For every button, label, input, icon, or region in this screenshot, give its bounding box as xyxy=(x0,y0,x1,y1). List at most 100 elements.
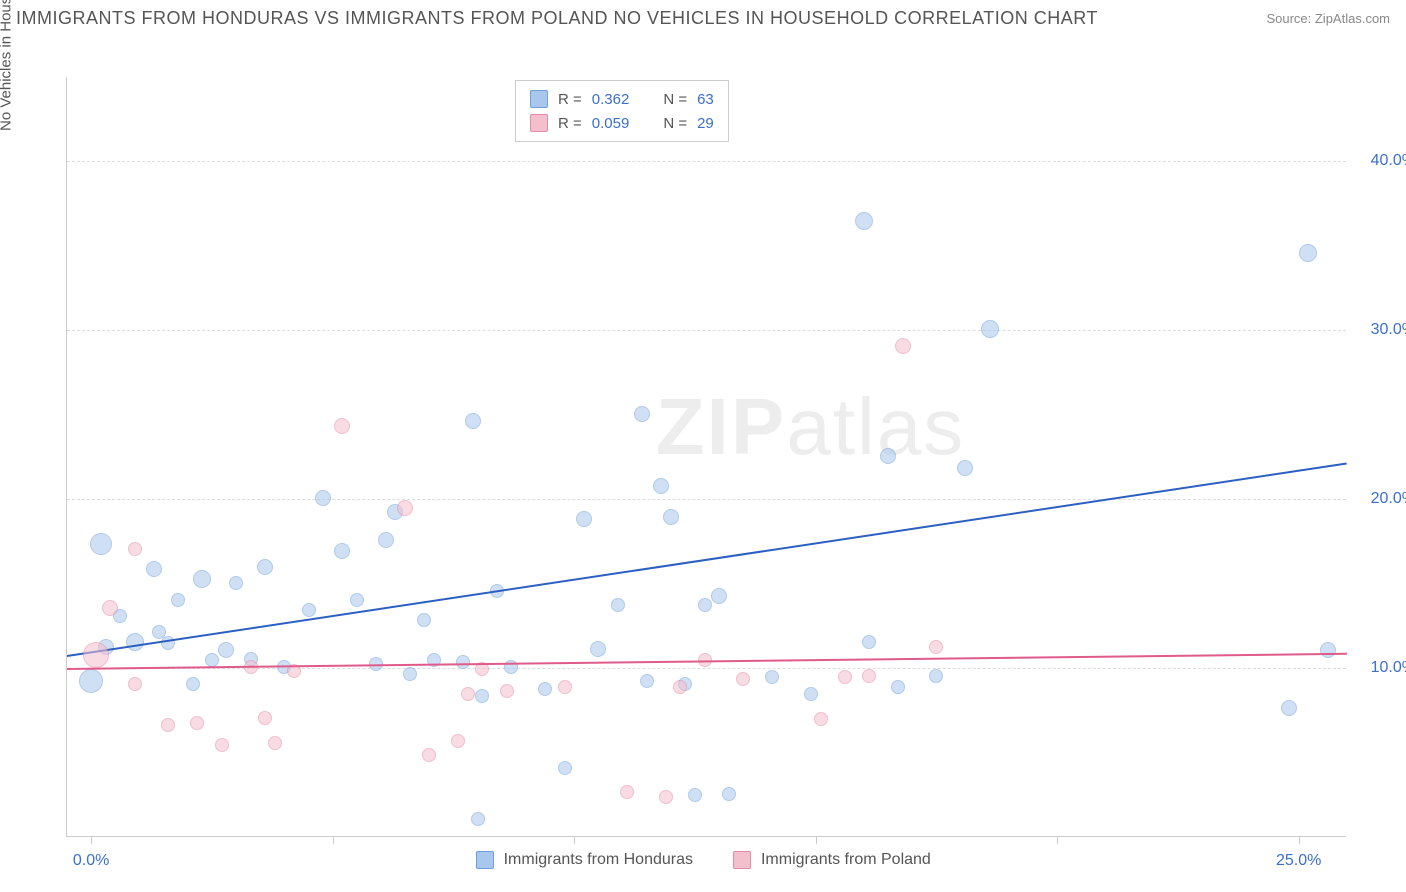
data-point xyxy=(804,687,818,701)
x-tick xyxy=(91,836,92,844)
data-point xyxy=(576,511,592,527)
data-point xyxy=(461,687,475,701)
data-point xyxy=(378,532,394,548)
data-point xyxy=(302,603,316,617)
data-point xyxy=(711,588,727,604)
data-point xyxy=(722,787,736,801)
data-point xyxy=(663,509,679,525)
legend-r-value: 0.362 xyxy=(592,91,630,108)
data-point xyxy=(417,613,431,627)
data-point xyxy=(171,593,185,607)
data-point xyxy=(229,576,243,590)
legend-n-label: N = xyxy=(663,91,687,108)
data-point xyxy=(698,598,712,612)
legend-n-value: 29 xyxy=(697,115,714,132)
data-point xyxy=(891,680,905,694)
data-point xyxy=(1320,642,1336,658)
data-point xyxy=(957,460,973,476)
x-tick xyxy=(333,836,334,844)
data-point xyxy=(880,448,896,464)
data-point xyxy=(736,672,750,686)
legend-swatch xyxy=(733,851,751,869)
data-point xyxy=(193,570,211,588)
legend-swatch xyxy=(476,851,494,869)
data-point xyxy=(257,559,273,575)
data-point xyxy=(334,418,350,434)
chart-header: IMMIGRANTS FROM HONDURAS VS IMMIGRANTS F… xyxy=(0,0,1406,33)
data-point xyxy=(673,680,687,694)
data-point xyxy=(688,788,702,802)
data-point xyxy=(215,738,229,752)
data-point xyxy=(161,718,175,732)
y-tick-label: 20.0% xyxy=(1356,490,1406,508)
data-point xyxy=(659,790,673,804)
data-point xyxy=(471,812,485,826)
y-axis-label: No Vehicles in Household xyxy=(0,0,15,131)
data-point xyxy=(218,642,234,658)
gridline xyxy=(67,499,1346,500)
x-tick xyxy=(574,836,575,844)
data-point xyxy=(128,677,142,691)
data-point xyxy=(315,490,331,506)
data-point xyxy=(258,711,272,725)
data-point xyxy=(838,670,852,684)
data-point xyxy=(814,712,828,726)
plot-area: ZIPatlas 10.0%20.0%30.0%40.0%0.0%25.0%R … xyxy=(66,77,1346,837)
y-tick-label: 40.0% xyxy=(1356,152,1406,170)
data-point xyxy=(90,533,112,555)
data-point xyxy=(640,674,654,688)
chart-title: IMMIGRANTS FROM HONDURAS VS IMMIGRANTS F… xyxy=(16,8,1098,29)
y-tick-label: 10.0% xyxy=(1356,659,1406,677)
x-tick-label: 25.0% xyxy=(1276,852,1321,870)
legend-r-label: R = xyxy=(558,91,582,108)
data-point xyxy=(451,734,465,748)
data-point xyxy=(126,633,144,651)
data-point xyxy=(190,716,204,730)
correlation-legend: R =0.362N =63R =0.059N =29 xyxy=(515,80,729,142)
gridline xyxy=(67,668,1346,669)
data-point xyxy=(1281,700,1297,716)
legend-item: Immigrants from Poland xyxy=(733,851,931,869)
legend-label: Immigrants from Poland xyxy=(761,851,931,869)
data-point xyxy=(403,667,417,681)
data-point xyxy=(397,500,413,516)
data-point xyxy=(653,478,669,494)
data-point xyxy=(146,561,162,577)
data-point xyxy=(465,413,481,429)
legend-swatch xyxy=(530,90,548,108)
source-attribution: Source: ZipAtlas.com xyxy=(1266,11,1390,26)
data-point xyxy=(79,669,103,693)
x-tick xyxy=(1057,836,1058,844)
gridline xyxy=(67,161,1346,162)
data-point xyxy=(895,338,911,354)
x-tick-label: 0.0% xyxy=(73,852,109,870)
legend-swatch xyxy=(530,114,548,132)
data-point xyxy=(765,670,779,684)
trend-line xyxy=(67,462,1347,657)
legend-n-label: N = xyxy=(663,115,687,132)
x-tick xyxy=(1299,836,1300,844)
legend-item: Immigrants from Honduras xyxy=(476,851,693,869)
data-point xyxy=(862,635,876,649)
data-point xyxy=(611,598,625,612)
data-point xyxy=(634,406,650,422)
legend-label: Immigrants from Honduras xyxy=(504,851,693,869)
watermark-text: ZIPatlas xyxy=(656,381,965,473)
data-point xyxy=(929,669,943,683)
data-point xyxy=(350,593,364,607)
data-point xyxy=(558,761,572,775)
data-point xyxy=(620,785,634,799)
data-point xyxy=(83,642,109,668)
data-point xyxy=(422,748,436,762)
legend-r-label: R = xyxy=(558,115,582,132)
gridline xyxy=(67,330,1346,331)
data-point xyxy=(855,212,873,230)
data-point xyxy=(186,677,200,691)
series-legend: Immigrants from Honduras Immigrants from … xyxy=(476,851,931,869)
data-point xyxy=(538,682,552,696)
data-point xyxy=(590,641,606,657)
data-point xyxy=(152,625,166,639)
legend-row: R =0.362N =63 xyxy=(530,87,714,111)
legend-r-value: 0.059 xyxy=(592,115,630,132)
data-point xyxy=(929,640,943,654)
